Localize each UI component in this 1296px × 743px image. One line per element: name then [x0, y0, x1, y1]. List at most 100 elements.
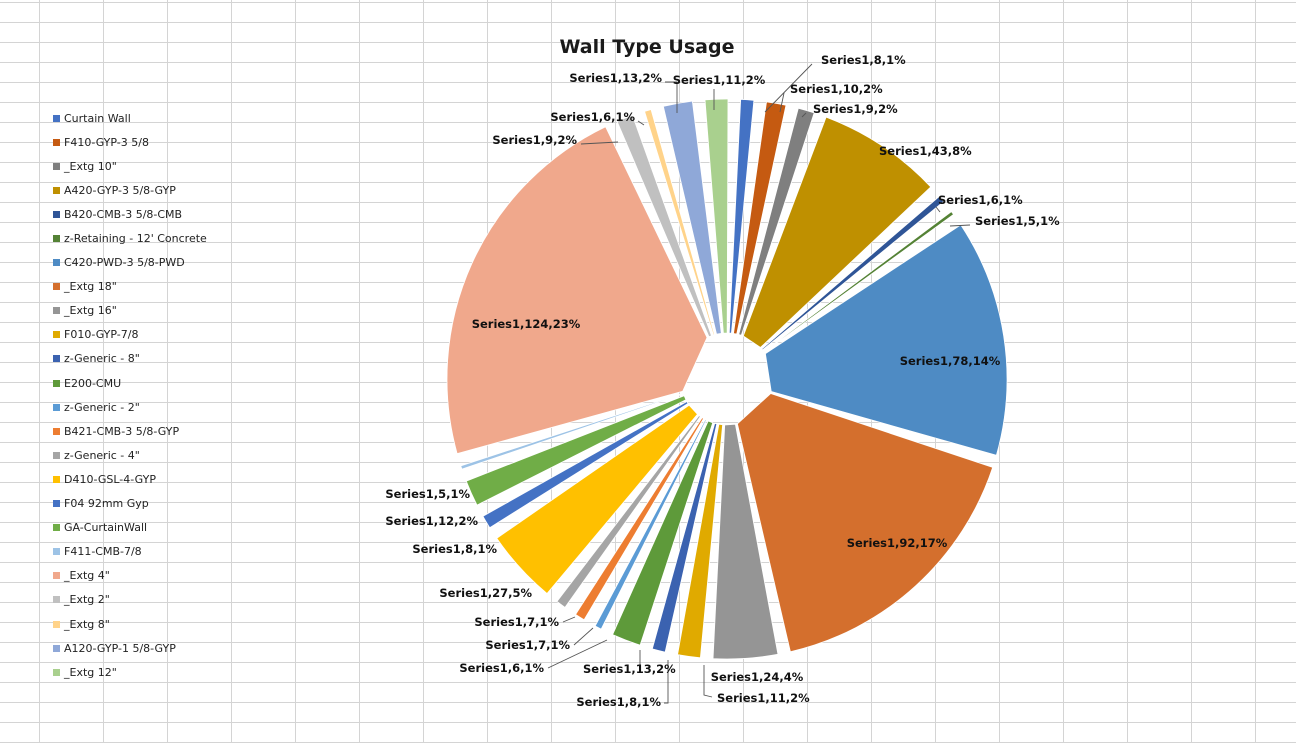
leader-line — [562, 616, 576, 623]
leader-line — [949, 224, 971, 227]
legend-item: F010-GYP-7/8 — [53, 323, 253, 347]
legend-swatch — [53, 451, 60, 459]
legend-swatch — [53, 138, 60, 146]
legend-item: _Extg 10" — [53, 154, 253, 178]
legend-swatch — [53, 668, 60, 676]
legend-item: z-Generic - 2" — [53, 395, 253, 419]
legend-swatch — [53, 235, 60, 243]
legend-item: Curtain Wall — [53, 106, 253, 130]
data-label: Series1,13,2% — [569, 71, 662, 85]
data-label: Series1,13,2% — [583, 662, 676, 676]
legend-label: _Extg 4" — [64, 569, 110, 583]
leader-line — [665, 81, 678, 113]
legend-label: B420-CMB-3 5/8-CMB — [64, 207, 183, 221]
data-label: Series1,9,2% — [492, 133, 577, 147]
data-label: Series1,8,1% — [412, 542, 497, 556]
legend-item: z-Retaining - 12' Concrete — [53, 226, 253, 250]
legend-item: _Extg 4" — [53, 564, 253, 588]
legend-label: F410-GYP-3 5/8 — [64, 135, 149, 149]
pie-slice — [651, 422, 718, 653]
legend-swatch — [53, 427, 60, 435]
data-label: Series1,78,14% — [900, 354, 1001, 368]
legend-label: _Extg 12" — [64, 665, 117, 679]
pie-slice — [704, 98, 729, 334]
leader-line — [779, 92, 785, 113]
data-label: Series1,124,23% — [472, 317, 581, 331]
pie-slice — [761, 195, 945, 351]
legend-item: D410-GSL-4-GYP — [53, 467, 253, 491]
pie-slice — [736, 393, 994, 653]
legend-swatch — [53, 355, 60, 363]
data-label: Series1,7,1% — [485, 638, 570, 652]
chart-legend: Curtain Wall F410-GYP-3 5/8 _Extg 10" A420-… — [53, 106, 253, 684]
pie-slice — [733, 101, 787, 335]
legend-label: _Extg 18" — [64, 280, 117, 294]
chart-title: Wall Type Usage — [560, 36, 735, 58]
pie-slice — [763, 211, 955, 353]
leader-line — [664, 660, 669, 704]
pie-slice — [662, 100, 722, 335]
legend-label: _Extg 2" — [64, 593, 110, 607]
pie-slice — [764, 224, 1008, 456]
legend-item: B420-CMB-3 5/8-CMB — [53, 202, 253, 226]
legend-item: z-Generic - 4" — [53, 443, 253, 467]
legend-item: _Extg 2" — [53, 588, 253, 612]
pie-slice — [612, 420, 714, 646]
pie-slice — [465, 395, 687, 506]
pie-slices — [446, 98, 1008, 660]
legend-label: D410-GSL-4-GYP — [64, 472, 156, 486]
pie-slice — [616, 114, 712, 338]
data-label: Series1,5,1% — [975, 214, 1060, 228]
legend-item: C420-PWD-3 5/8-PWD — [53, 251, 253, 275]
data-label: Series1,12,2% — [385, 514, 478, 528]
pie-slice — [712, 423, 779, 660]
data-labels: Series1,8,1% Series1,10,2% Series1,9,2% Ser… — [385, 53, 1060, 709]
legend-swatch — [53, 572, 60, 580]
legend-item: F411-CMB-7/8 — [53, 540, 253, 564]
legend-label: E200-CMU — [64, 376, 122, 390]
legend-label: C420-PWD-3 5/8-PWD — [64, 256, 185, 270]
data-label: Series1,5,1% — [385, 487, 470, 501]
legend-swatch — [53, 548, 60, 556]
legend-swatch — [53, 379, 60, 387]
legend-swatch — [53, 403, 60, 411]
data-label: Series1,10,2% — [790, 82, 883, 96]
data-label: Series1,43,8% — [879, 144, 972, 158]
legend-item: z-Generic - 8" — [53, 347, 253, 371]
legend-swatch — [53, 524, 60, 532]
legend-swatch — [53, 259, 60, 267]
data-label: Series1,6,1% — [459, 661, 544, 675]
legend-label: B421-CMB-3 5/8-GYP — [64, 424, 180, 438]
legend-label: _Extg 10" — [64, 159, 117, 173]
leader-line — [703, 665, 713, 698]
data-label: Series1,8,1% — [576, 695, 661, 709]
legend-label: F411-CMB-7/8 — [64, 545, 142, 559]
leader-lines — [547, 63, 971, 704]
pie-slice — [677, 423, 724, 659]
legend-label: z-Retaining - 12' Concrete — [64, 232, 207, 246]
legend-item: GA-CurtainWall — [53, 516, 253, 540]
leader-line — [935, 206, 941, 213]
pie-slice — [482, 401, 689, 529]
legend-swatch — [53, 114, 60, 122]
legend-item: F04 92mm Gyp — [53, 492, 253, 516]
legend-item: A420-GYP-3 5/8-GYP — [53, 178, 253, 202]
legend-swatch — [53, 186, 60, 194]
legend-swatch — [53, 500, 60, 508]
leader-line — [547, 639, 608, 669]
leader-line — [580, 141, 619, 145]
legend-swatch — [53, 475, 60, 483]
legend-label: _Extg 16" — [64, 304, 117, 318]
data-label: Series1,9,2% — [813, 102, 898, 116]
pie-slice — [496, 404, 698, 595]
legend-swatch — [53, 596, 60, 604]
legend-label: A420-GYP-3 5/8-GYP — [64, 183, 176, 197]
pie-slice — [556, 414, 701, 608]
data-label: Series1,7,1% — [474, 615, 559, 629]
data-label: Series1,6,1% — [550, 110, 635, 124]
legend-label: _Extg 8" — [64, 617, 110, 631]
legend-label: F04 92mm Gyp — [64, 497, 149, 511]
pie-slice — [574, 417, 705, 621]
legend-item: B421-CMB-3 5/8-GYP — [53, 419, 253, 443]
